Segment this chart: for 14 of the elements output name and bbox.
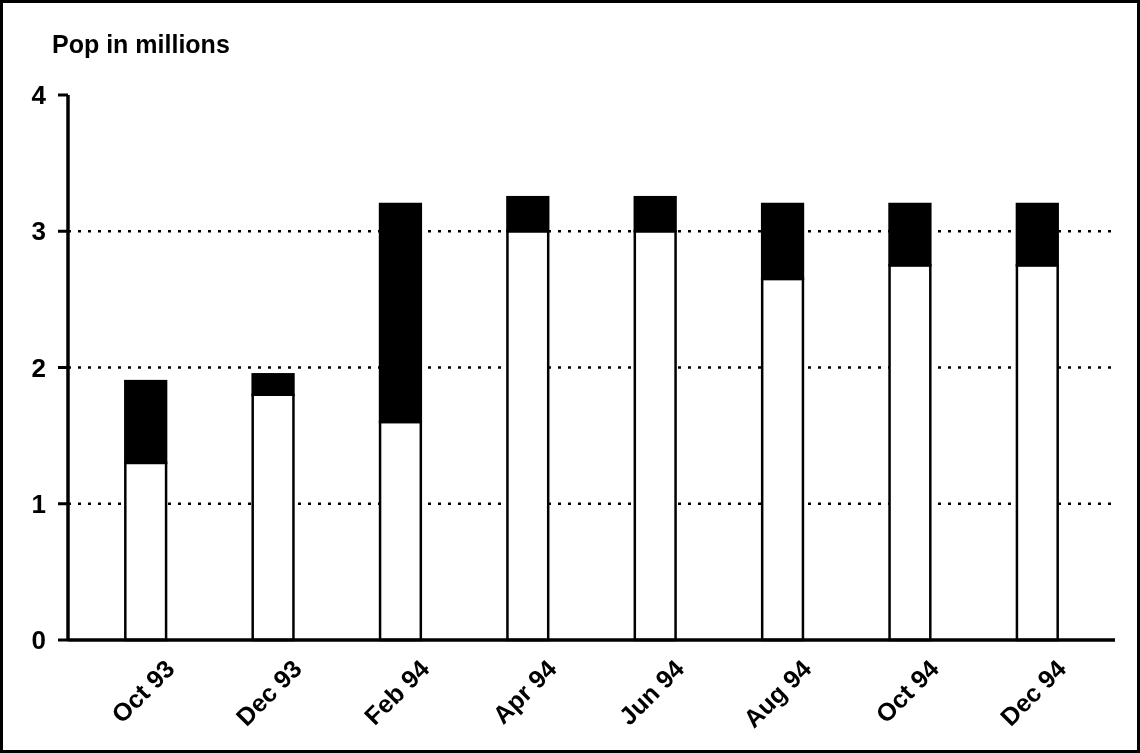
y-tick-label: 4	[31, 80, 47, 111]
y-tick-label: 1	[31, 488, 46, 519]
x-tick-label: Jun 94	[613, 654, 690, 730]
x-tick-label: Oct 94	[869, 654, 944, 728]
x-tick-label: Dec 93	[230, 654, 307, 731]
x-tick-label: Feb 94	[358, 654, 435, 730]
y-tick-label: 3	[31, 216, 46, 247]
y-axis-title: Pop in millions	[52, 30, 230, 58]
x-tick-label: Aug 94	[737, 654, 817, 733]
y-tick-label: 0	[31, 625, 46, 656]
x-tick-label: Dec 94	[994, 654, 1072, 731]
y-tick-label: 2	[31, 352, 46, 383]
x-tick-label: Apr 94	[486, 654, 562, 729]
x-tick-label: Oct 93	[105, 654, 180, 728]
